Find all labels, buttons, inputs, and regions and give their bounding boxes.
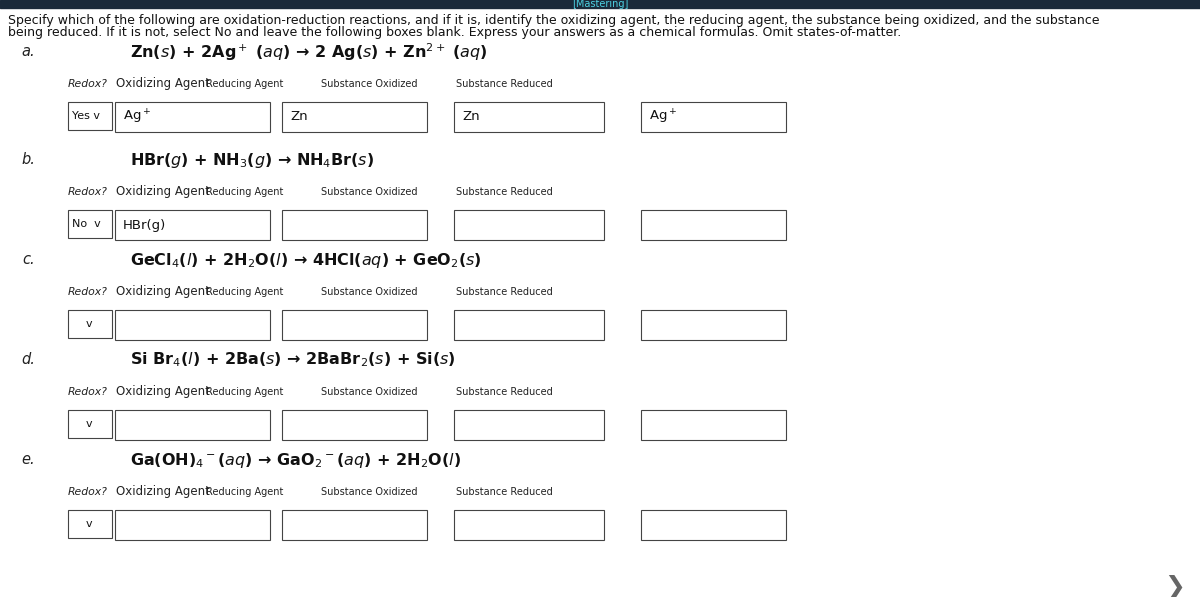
- Text: HBr($\mathit{g}$) + NH$_3$($\mathit{g}$) → NH$_4$Br($\mathit{s}$): HBr($\mathit{g}$) + NH$_3$($\mathit{g}$)…: [130, 150, 374, 170]
- Text: No  v: No v: [72, 219, 101, 229]
- Bar: [282, 102, 427, 132]
- Text: Oxidizing Agent: Oxidizing Agent: [116, 78, 210, 91]
- Bar: [454, 410, 604, 440]
- Text: Redox?: Redox?: [68, 79, 108, 89]
- Bar: [68, 210, 112, 238]
- Bar: [454, 210, 604, 240]
- Text: Ag$^+$: Ag$^+$: [124, 108, 151, 126]
- Bar: [282, 410, 427, 440]
- Bar: [0, 0, 1200, 8]
- Bar: [115, 410, 270, 440]
- Bar: [282, 310, 427, 340]
- Text: GeCl$_4$($\mathit{l}$) + 2H$_2$O($\mathit{l}$) → 4HCl($\mathit{aq}$) + GeO$_2$($: GeCl$_4$($\mathit{l}$) + 2H$_2$O($\mathi…: [130, 251, 481, 269]
- Text: e.: e.: [22, 453, 35, 467]
- Bar: [68, 310, 112, 338]
- Text: b.: b.: [22, 152, 35, 168]
- Text: v: v: [72, 519, 92, 529]
- Text: Reducing Agent: Reducing Agent: [206, 487, 283, 497]
- Text: Substance Oxidized: Substance Oxidized: [322, 287, 418, 297]
- Text: ❯: ❯: [1164, 574, 1186, 597]
- Text: Oxidizing Agent: Oxidizing Agent: [116, 186, 210, 198]
- Text: Ga(OH)$_4$$^-$($\mathit{aq}$) → GaO$_2$$^-$($\mathit{aq}$) + 2H$_2$O($\mathit{l}: Ga(OH)$_4$$^-$($\mathit{aq}$) → GaO$_2$$…: [130, 451, 461, 469]
- Bar: [641, 102, 786, 132]
- Bar: [641, 210, 786, 240]
- Bar: [641, 410, 786, 440]
- Text: Reducing Agent: Reducing Agent: [206, 287, 283, 297]
- Bar: [115, 510, 270, 540]
- Text: Substance Reduced: Substance Reduced: [456, 387, 553, 397]
- Bar: [454, 510, 604, 540]
- Bar: [641, 310, 786, 340]
- Bar: [282, 210, 427, 240]
- Text: Substance Reduced: Substance Reduced: [456, 187, 553, 197]
- Text: Zn($\mathit{s}$) + 2Ag$^+$ ($\mathit{aq}$) → 2 Ag($\mathit{s}$) + Zn$^{2+}$ ($\m: Zn($\mathit{s}$) + 2Ag$^+$ ($\mathit{aq}…: [130, 41, 487, 63]
- Text: Oxidizing Agent: Oxidizing Agent: [116, 285, 210, 298]
- Text: [Mastering]: [Mastering]: [572, 0, 628, 9]
- Bar: [115, 310, 270, 340]
- Text: Specify which of the following are oxidation-reduction reactions, and if it is, : Specify which of the following are oxida…: [8, 14, 1099, 27]
- Text: v: v: [72, 319, 92, 329]
- Text: Zn: Zn: [290, 110, 307, 124]
- Bar: [115, 210, 270, 240]
- Text: Substance Reduced: Substance Reduced: [456, 487, 553, 497]
- Bar: [68, 510, 112, 538]
- Text: c.: c.: [23, 253, 35, 267]
- Bar: [282, 510, 427, 540]
- Text: Substance Oxidized: Substance Oxidized: [322, 79, 418, 89]
- Text: Zn: Zn: [462, 110, 480, 124]
- Text: Oxidizing Agent: Oxidizing Agent: [116, 485, 210, 498]
- Text: d.: d.: [22, 352, 35, 368]
- Text: Reducing Agent: Reducing Agent: [206, 187, 283, 197]
- Text: being reduced. If it is not, select No and leave the following boxes blank. Expr: being reduced. If it is not, select No a…: [8, 26, 901, 39]
- Bar: [68, 410, 112, 438]
- Text: Redox?: Redox?: [68, 487, 108, 497]
- Text: Substance Reduced: Substance Reduced: [456, 79, 553, 89]
- Bar: [454, 310, 604, 340]
- Text: Substance Reduced: Substance Reduced: [456, 287, 553, 297]
- Text: Reducing Agent: Reducing Agent: [206, 79, 283, 89]
- Bar: [641, 510, 786, 540]
- Text: Reducing Agent: Reducing Agent: [206, 387, 283, 397]
- Text: Ag$^+$: Ag$^+$: [649, 108, 677, 126]
- Text: Substance Oxidized: Substance Oxidized: [322, 187, 418, 197]
- Text: Substance Oxidized: Substance Oxidized: [322, 487, 418, 497]
- Bar: [454, 102, 604, 132]
- Text: a.: a.: [22, 45, 35, 60]
- Bar: [68, 102, 112, 130]
- Text: Oxidizing Agent: Oxidizing Agent: [116, 386, 210, 399]
- Text: Redox?: Redox?: [68, 387, 108, 397]
- Text: Redox?: Redox?: [68, 287, 108, 297]
- Text: Si Br$_4$($\mathit{l}$) + 2Ba($\mathit{s}$) → 2BaBr$_2$($\mathit{s}$) + Si($\mat: Si Br$_4$($\mathit{l}$) + 2Ba($\mathit{s…: [130, 350, 456, 370]
- Text: Redox?: Redox?: [68, 187, 108, 197]
- Text: v: v: [72, 419, 92, 429]
- Text: Substance Oxidized: Substance Oxidized: [322, 387, 418, 397]
- Text: HBr(g): HBr(g): [124, 219, 167, 232]
- Bar: [115, 102, 270, 132]
- Text: Yes v: Yes v: [72, 111, 100, 121]
